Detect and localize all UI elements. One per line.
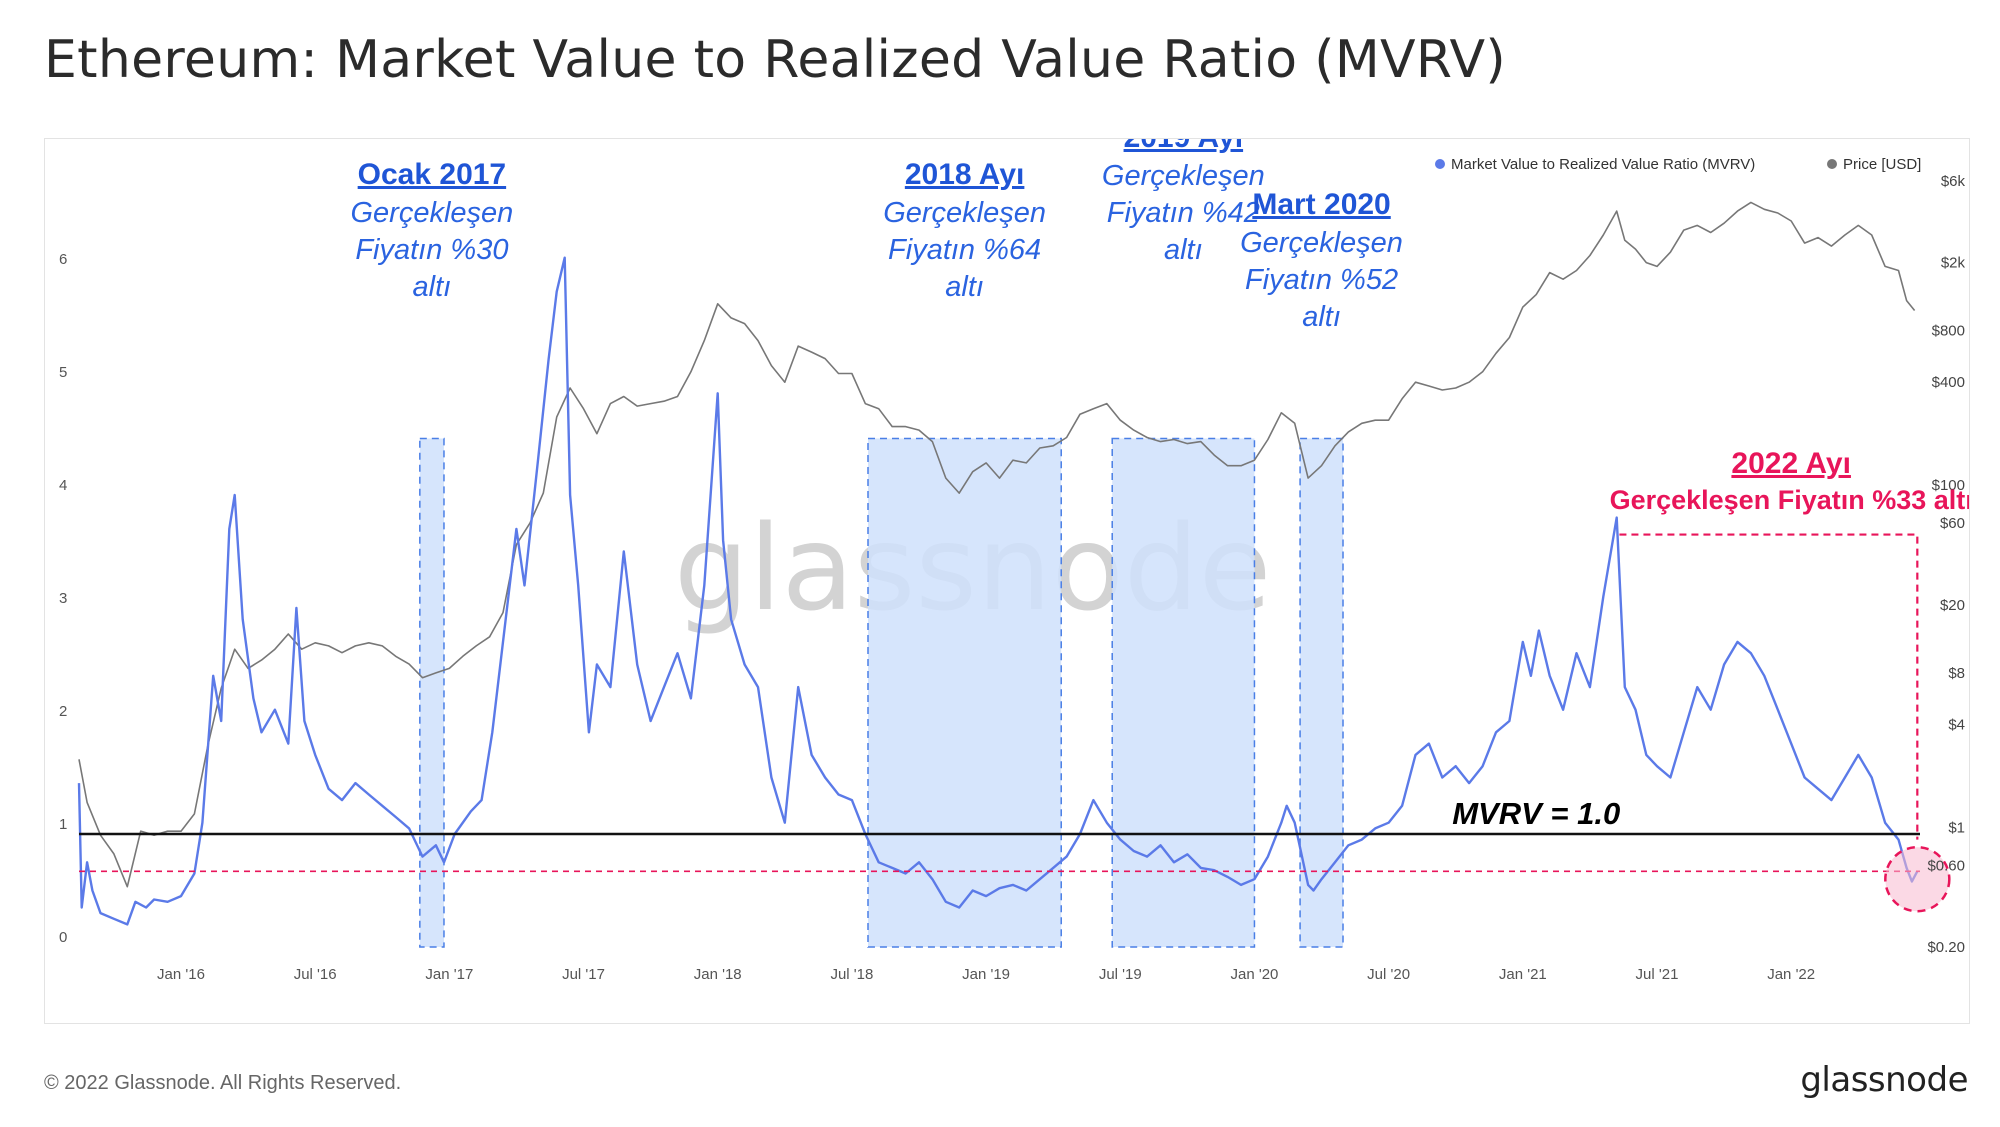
- x-axis-tick: Jan '21: [1499, 966, 1547, 983]
- legend-price-label: Price [USD]: [1843, 156, 1921, 173]
- x-axis-tick: Jul '19: [1099, 966, 1142, 983]
- legend-mvrv-dot: [1435, 159, 1445, 169]
- annotation-heading: Ocak 2017: [358, 158, 506, 191]
- annotation-text: Gerçekleşen: [1102, 160, 1265, 192]
- legend-price-dot: [1827, 159, 1837, 169]
- left-axis-tick: 5: [59, 364, 67, 381]
- x-axis-tick: Jan '16: [157, 966, 205, 983]
- right-axis-tick: $2k: [1941, 255, 1966, 272]
- annotation-2022-heading: 2022 Ayı: [1731, 447, 1851, 480]
- annotation-text: Fiyatın %30: [355, 234, 508, 266]
- annotation-text: altı: [1164, 234, 1203, 266]
- right-axis-tick: $400: [1932, 374, 1965, 391]
- right-axis-tick: $0.60: [1927, 857, 1965, 874]
- annotation-heading: Mart 2020: [1252, 188, 1390, 221]
- right-axis-tick: $8: [1948, 665, 1965, 682]
- bracket-2022: [1619, 533, 1919, 840]
- x-axis-tick: Jul '21: [1636, 966, 1679, 983]
- annotation-2022-text: Gerçekleşen Fiyatın %33 altı: [1610, 485, 1969, 515]
- annotation-text: Fiyatın %52: [1245, 264, 1398, 296]
- glassnode-logo: glassnode: [1800, 1060, 1968, 1100]
- x-axis-tick: Jan '20: [1230, 966, 1278, 983]
- chart-svg: glassnodeMVRV = 1.00123456$0.20$0.60$1$4…: [59, 139, 1969, 983]
- highlight-region: [419, 437, 445, 948]
- highlight-region: [867, 437, 1062, 948]
- annotation-text: Fiyatın %42: [1107, 197, 1260, 229]
- x-axis-tick: Jul '20: [1367, 966, 1410, 983]
- right-axis-tick: $60: [1940, 515, 1965, 532]
- annotation-text: altı: [1302, 301, 1341, 333]
- x-axis-tick: Jan '18: [694, 966, 742, 983]
- right-axis-tick: $20: [1940, 597, 1965, 614]
- left-axis-tick: 0: [59, 929, 67, 946]
- right-axis-tick: $4: [1948, 716, 1965, 733]
- x-axis-tick: Jul '18: [830, 966, 873, 983]
- chart-title: Ethereum: Market Value to Realized Value…: [44, 30, 1506, 90]
- x-axis-tick: Jan '17: [425, 966, 473, 983]
- right-axis-tick: $6k: [1941, 173, 1966, 190]
- mvrv-line: [77, 256, 1919, 926]
- x-axis-tick: Jul '16: [294, 966, 337, 983]
- mvrv-one-label: MVRV = 1.0: [1452, 796, 1620, 831]
- chart-area[interactable]: glassnodeMVRV = 1.00123456$0.20$0.60$1$4…: [44, 138, 1970, 1024]
- annotation-text: Fiyatın %64: [888, 234, 1041, 266]
- left-axis-tick: 1: [59, 816, 67, 833]
- left-axis-tick: 2: [59, 703, 67, 720]
- annotation-heading: 2018 Ayı: [905, 158, 1025, 191]
- x-axis-tick: Jan '19: [962, 966, 1010, 983]
- left-axis-tick: 6: [59, 251, 67, 268]
- highlight-region: [1111, 437, 1256, 948]
- legend-mvrv-label: Market Value to Realized Value Ratio (MV…: [1451, 156, 1755, 173]
- price-line: [78, 201, 1916, 888]
- x-axis-tick: Jul '17: [562, 966, 605, 983]
- low-2022-circle: [1884, 845, 1951, 913]
- annotation-text: altı: [945, 271, 984, 303]
- annotation-text: Gerçekleşen: [1240, 227, 1403, 259]
- right-axis-tick: $100: [1932, 477, 1965, 494]
- right-axis-tick: $0.20: [1927, 939, 1965, 956]
- left-axis-tick: 3: [59, 590, 67, 607]
- annotation-text: Gerçekleşen: [350, 197, 513, 229]
- x-axis-tick: Jan '22: [1767, 966, 1815, 983]
- right-axis-tick: $800: [1932, 323, 1965, 340]
- annotation-text: Gerçekleşen: [883, 197, 1046, 229]
- right-axis-tick: $1: [1948, 819, 1965, 836]
- annotation-text: altı: [413, 271, 452, 303]
- left-axis-tick: 4: [59, 477, 67, 494]
- annotation-heading: 2019 Ayı: [1124, 139, 1244, 154]
- footer-copyright: © 2022 Glassnode. All Rights Reserved.: [44, 1072, 402, 1094]
